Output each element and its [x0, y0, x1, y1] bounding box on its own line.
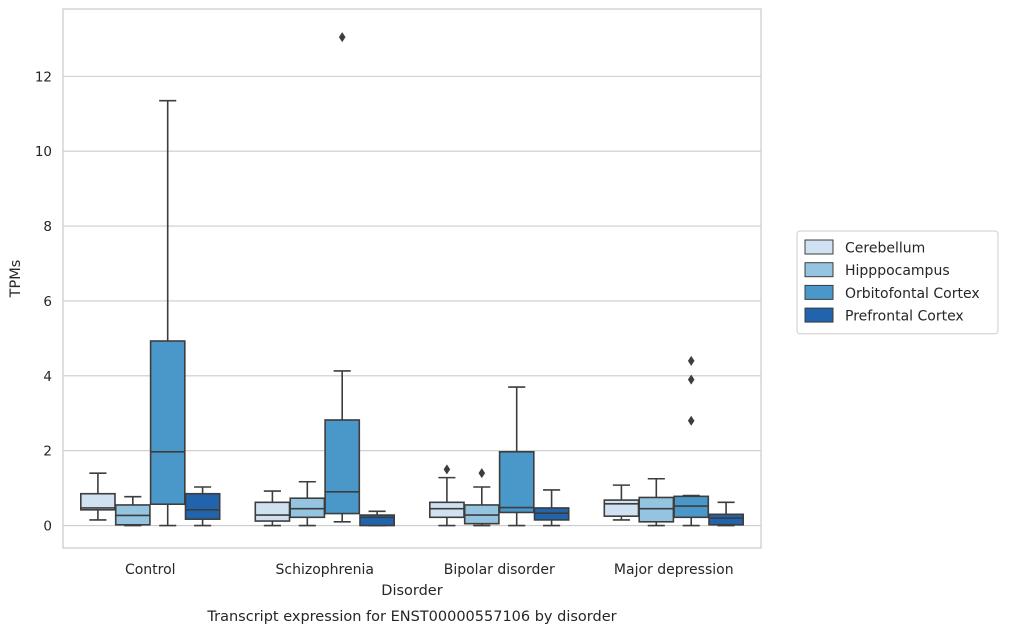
- y-tick-label: 2: [43, 444, 52, 460]
- legend-entry: Orbitofontal Cortex: [845, 286, 980, 302]
- outlier-point: [338, 32, 346, 43]
- box-body: [428, 501, 465, 519]
- y-tick-label: 4: [43, 369, 52, 385]
- legend-frame: [796, 230, 999, 335]
- box-hipppocampus: [463, 468, 500, 527]
- boxes: [79, 32, 745, 527]
- legend-entry: Cerebellum: [845, 241, 925, 257]
- x-tick-label: Schizophrenia: [276, 562, 374, 578]
- box-orbitofontal-cortex: [324, 32, 361, 523]
- box-prefrontal-cortex: [359, 510, 396, 527]
- x-axis-label: Disorder: [381, 583, 442, 599]
- box-body: [289, 497, 326, 519]
- legend-swatch: [804, 307, 834, 323]
- outlier-point: [687, 415, 695, 426]
- box-body: [638, 496, 675, 523]
- box-body: [149, 340, 186, 506]
- x-tick-label: Bipolar disorder: [444, 562, 555, 578]
- x-tick-label: Major depression: [614, 562, 734, 578]
- box-prefrontal-cortex: [533, 489, 570, 527]
- y-axis-ticks: 0 2 4 6 8 10 12: [35, 69, 52, 534]
- legend-swatch: [804, 284, 834, 300]
- box-hipppocampus: [114, 495, 151, 527]
- legend-entry: Hipppocampus: [845, 263, 950, 279]
- box-body: [254, 501, 291, 522]
- chart-caption: Transcript expression for ENST0000055710…: [206, 609, 616, 625]
- y-tick-label: 12: [35, 69, 52, 85]
- box-body: [603, 499, 640, 517]
- box-prefrontal-cortex: [708, 501, 745, 527]
- box-hipppocampus: [638, 477, 675, 527]
- box-body: [708, 513, 745, 526]
- y-tick-label: 0: [43, 519, 52, 535]
- y-tick-label: 6: [43, 294, 52, 310]
- box-orbitofontal-cortex: [149, 99, 186, 527]
- plot-frame: [62, 8, 762, 549]
- outlier-point: [687, 374, 695, 385]
- box-body: [324, 419, 361, 515]
- outlier-point: [478, 468, 486, 479]
- outlier-point: [443, 464, 451, 475]
- legend-swatch: [804, 262, 834, 278]
- x-tick-label: Control: [125, 562, 176, 578]
- box-body: [498, 451, 535, 514]
- box-orbitofontal-cortex: [498, 386, 535, 527]
- box-cerebellum: [254, 490, 291, 527]
- legend-swatch: [804, 239, 834, 255]
- box-body: [184, 492, 221, 520]
- box-cerebellum: [428, 464, 465, 527]
- box-prefrontal-cortex: [184, 486, 221, 527]
- box-cerebellum: [603, 484, 640, 521]
- box-cerebellum: [79, 472, 116, 521]
- y-axis-label: TPMs: [8, 260, 24, 299]
- box-orbitofontal-cortex: [673, 355, 710, 527]
- y-tick-label: 8: [43, 219, 52, 235]
- box-hipppocampus: [289, 480, 326, 527]
- y-tick-label: 10: [35, 144, 52, 160]
- outlier-point: [687, 355, 695, 366]
- legend: Cerebellum Hipppocampus Orbitofontal Corte…: [796, 230, 999, 335]
- box-body: [79, 492, 116, 511]
- legend-entry: Prefrontal Cortex: [845, 309, 964, 325]
- x-axis-ticks: Control Schizophrenia Bipolar disorder Majo…: [125, 562, 734, 578]
- box-body: [359, 514, 396, 527]
